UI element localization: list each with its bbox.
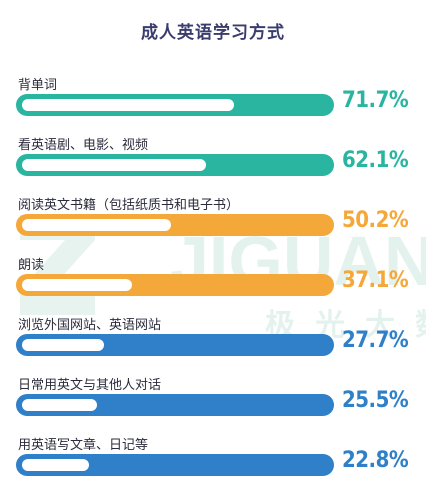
value-label: 25.5% [342, 388, 409, 413]
value-label: 37.1% [342, 268, 409, 293]
bar-row: 用英语写文章、日记等 22.8% [0, 434, 426, 494]
bar-value-fill [22, 339, 104, 351]
bar-row: 日常用英文与其他人对话 25.5% [0, 374, 426, 434]
category-label: 日常用英文与其他人对话 [18, 378, 162, 393]
bar-row: 看英语剧、电影、视频 62.1% [0, 134, 426, 194]
bar-row: 背单词 71.7% [0, 74, 426, 134]
category-label: 朗读 [18, 258, 45, 273]
bar-value-fill [22, 219, 171, 231]
bar-value-fill [22, 279, 132, 291]
chart-title: 成人英语学习方式 [141, 23, 285, 43]
category-label: 看英语剧、电影、视频 [18, 138, 149, 153]
bar-track [16, 394, 334, 416]
value-label: 27.7% [342, 328, 409, 353]
bar-value-fill [22, 159, 206, 171]
value-label: 50.2% [342, 208, 409, 233]
value-label: 62.1% [342, 148, 409, 173]
category-label: 阅读英文书籍（包括纸质书和电子书） [18, 198, 240, 213]
value-label: 22.8% [342, 448, 409, 473]
value-label: 71.7% [342, 88, 409, 113]
category-label: 背单词 [18, 78, 58, 93]
category-label: 浏览外国网站、英语网站 [18, 318, 162, 333]
bar-value-fill [22, 399, 97, 411]
bar-row: 朗读 37.1% [0, 254, 426, 314]
bar-track [16, 454, 334, 476]
bar-value-fill [22, 459, 89, 471]
bar-value-fill [22, 99, 234, 111]
category-label: 用英语写文章、日记等 [18, 438, 149, 453]
bar-row: 阅读英文书籍（包括纸质书和电子书） 50.2% [0, 194, 426, 254]
bar-row: 浏览外国网站、英语网站 27.7% [0, 314, 426, 374]
